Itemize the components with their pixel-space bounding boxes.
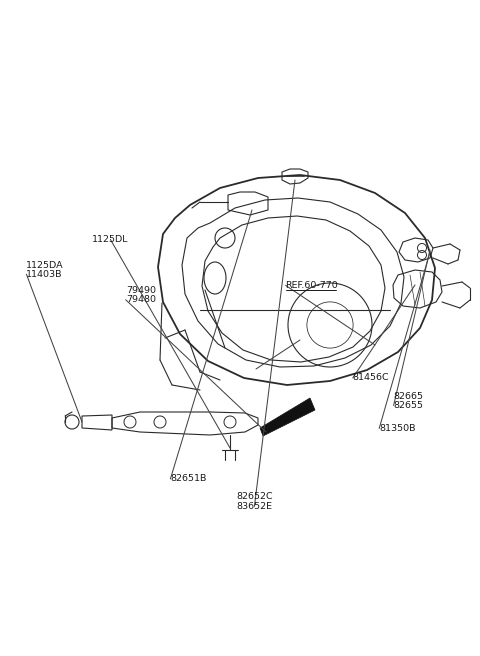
- Text: 82652C: 82652C: [236, 492, 273, 501]
- Text: 79480: 79480: [126, 295, 156, 304]
- Text: 82655: 82655: [394, 401, 423, 410]
- Text: 1125DA: 1125DA: [26, 260, 64, 270]
- Text: 82665: 82665: [394, 392, 423, 401]
- Text: REF.60-770: REF.60-770: [286, 281, 338, 290]
- Text: 82651B: 82651B: [170, 474, 207, 483]
- Text: 1125DL: 1125DL: [92, 235, 129, 244]
- Text: 11403B: 11403B: [26, 270, 63, 279]
- Text: 81350B: 81350B: [379, 424, 416, 433]
- Text: 81456C: 81456C: [353, 373, 389, 382]
- Text: 83652E: 83652E: [236, 502, 272, 511]
- Polygon shape: [260, 398, 315, 436]
- Text: 79490: 79490: [126, 286, 156, 295]
